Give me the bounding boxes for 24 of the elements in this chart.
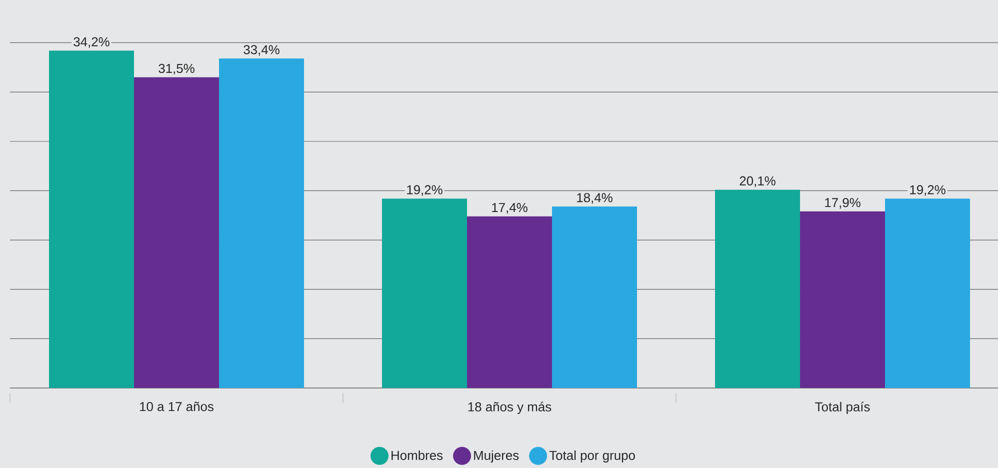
bar bbox=[715, 190, 800, 388]
data-label: 33,4% bbox=[244, 45, 280, 56]
data-label: 31,5% bbox=[158, 64, 194, 75]
bar bbox=[467, 216, 552, 388]
data-label: 34,2% bbox=[74, 37, 110, 48]
bar bbox=[552, 206, 638, 388]
x-tick-label: 18 años y más bbox=[468, 402, 552, 414]
data-label: 18,4% bbox=[577, 193, 612, 204]
legend-label: Hombres bbox=[392, 450, 443, 460]
bar bbox=[219, 58, 304, 388]
data-label: 19,2% bbox=[407, 185, 442, 196]
x-tick-label: Total país bbox=[815, 402, 870, 414]
bar bbox=[134, 77, 220, 388]
data-label: 20,1% bbox=[740, 176, 776, 188]
bar bbox=[382, 198, 468, 388]
bar bbox=[800, 211, 886, 388]
legend-label: Total por grupo bbox=[549, 450, 635, 463]
data-label: 17,4% bbox=[492, 203, 528, 214]
legend-label: Mujeres bbox=[474, 450, 519, 463]
x-tick-label: 10 a 17 años bbox=[140, 402, 214, 412]
bar bbox=[49, 50, 134, 388]
data-label: 17,9% bbox=[825, 198, 860, 209]
data-label: 19,2% bbox=[910, 185, 946, 196]
bar bbox=[885, 198, 970, 388]
